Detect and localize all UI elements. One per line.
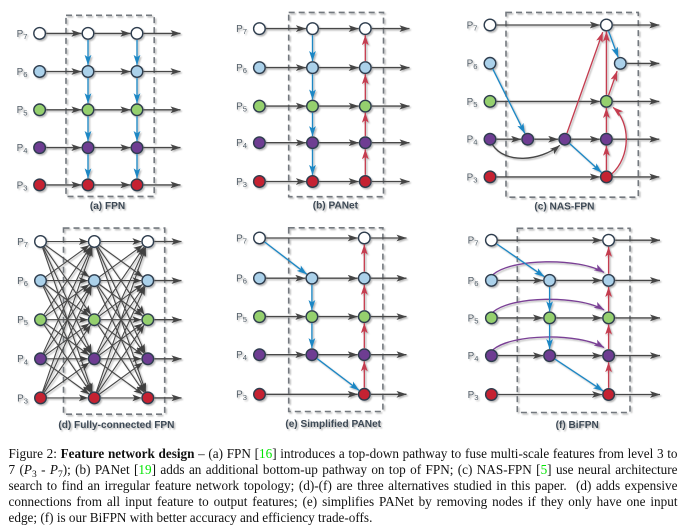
svg-text:(c) NAS-FPN: (c) NAS-FPN	[534, 202, 594, 213]
svg-text:P7: P7	[468, 236, 479, 248]
svg-text:(d) Fully-connected FPN: (d) Fully-connected FPN	[58, 420, 174, 431]
svg-text:P6: P6	[467, 59, 478, 71]
svg-text:P5: P5	[17, 105, 28, 117]
svg-text:P3: P3	[236, 390, 247, 402]
svg-text:P6: P6	[236, 63, 247, 75]
svg-text:P3: P3	[236, 177, 247, 189]
svg-text:(e) Simplified PANet: (e) Simplified PANet	[285, 419, 381, 430]
svg-text:P4: P4	[17, 354, 28, 366]
svg-text:P5: P5	[467, 97, 478, 109]
svg-text:P5: P5	[236, 312, 247, 324]
svg-text:P3: P3	[468, 390, 479, 402]
svg-text:P6: P6	[17, 67, 28, 79]
svg-text:P4: P4	[236, 138, 247, 150]
svg-text:P7: P7	[236, 24, 247, 36]
svg-text:P4: P4	[467, 135, 478, 147]
svg-text:P7: P7	[17, 29, 28, 41]
svg-text:P6: P6	[468, 276, 479, 288]
svg-text:P5: P5	[17, 315, 28, 327]
svg-text:P3: P3	[17, 393, 28, 405]
svg-text:(b) PANet: (b) PANet	[313, 201, 359, 212]
svg-text:(a) FPN: (a) FPN	[90, 201, 125, 212]
svg-text:P3: P3	[467, 172, 478, 184]
svg-text:P5: P5	[468, 313, 479, 325]
svg-text:P6: P6	[17, 276, 28, 288]
svg-text:P7: P7	[17, 237, 28, 249]
svg-text:P3: P3	[17, 180, 28, 192]
svg-text:P5: P5	[236, 102, 247, 114]
svg-text:P7: P7	[467, 20, 478, 32]
svg-text:(f) BiFPN: (f) BiFPN	[556, 420, 599, 431]
svg-text:P4: P4	[236, 350, 247, 362]
svg-text:P4: P4	[468, 351, 479, 363]
svg-text:P4: P4	[17, 143, 28, 155]
svg-text:P7: P7	[236, 233, 247, 245]
svg-text:P6: P6	[236, 274, 247, 286]
